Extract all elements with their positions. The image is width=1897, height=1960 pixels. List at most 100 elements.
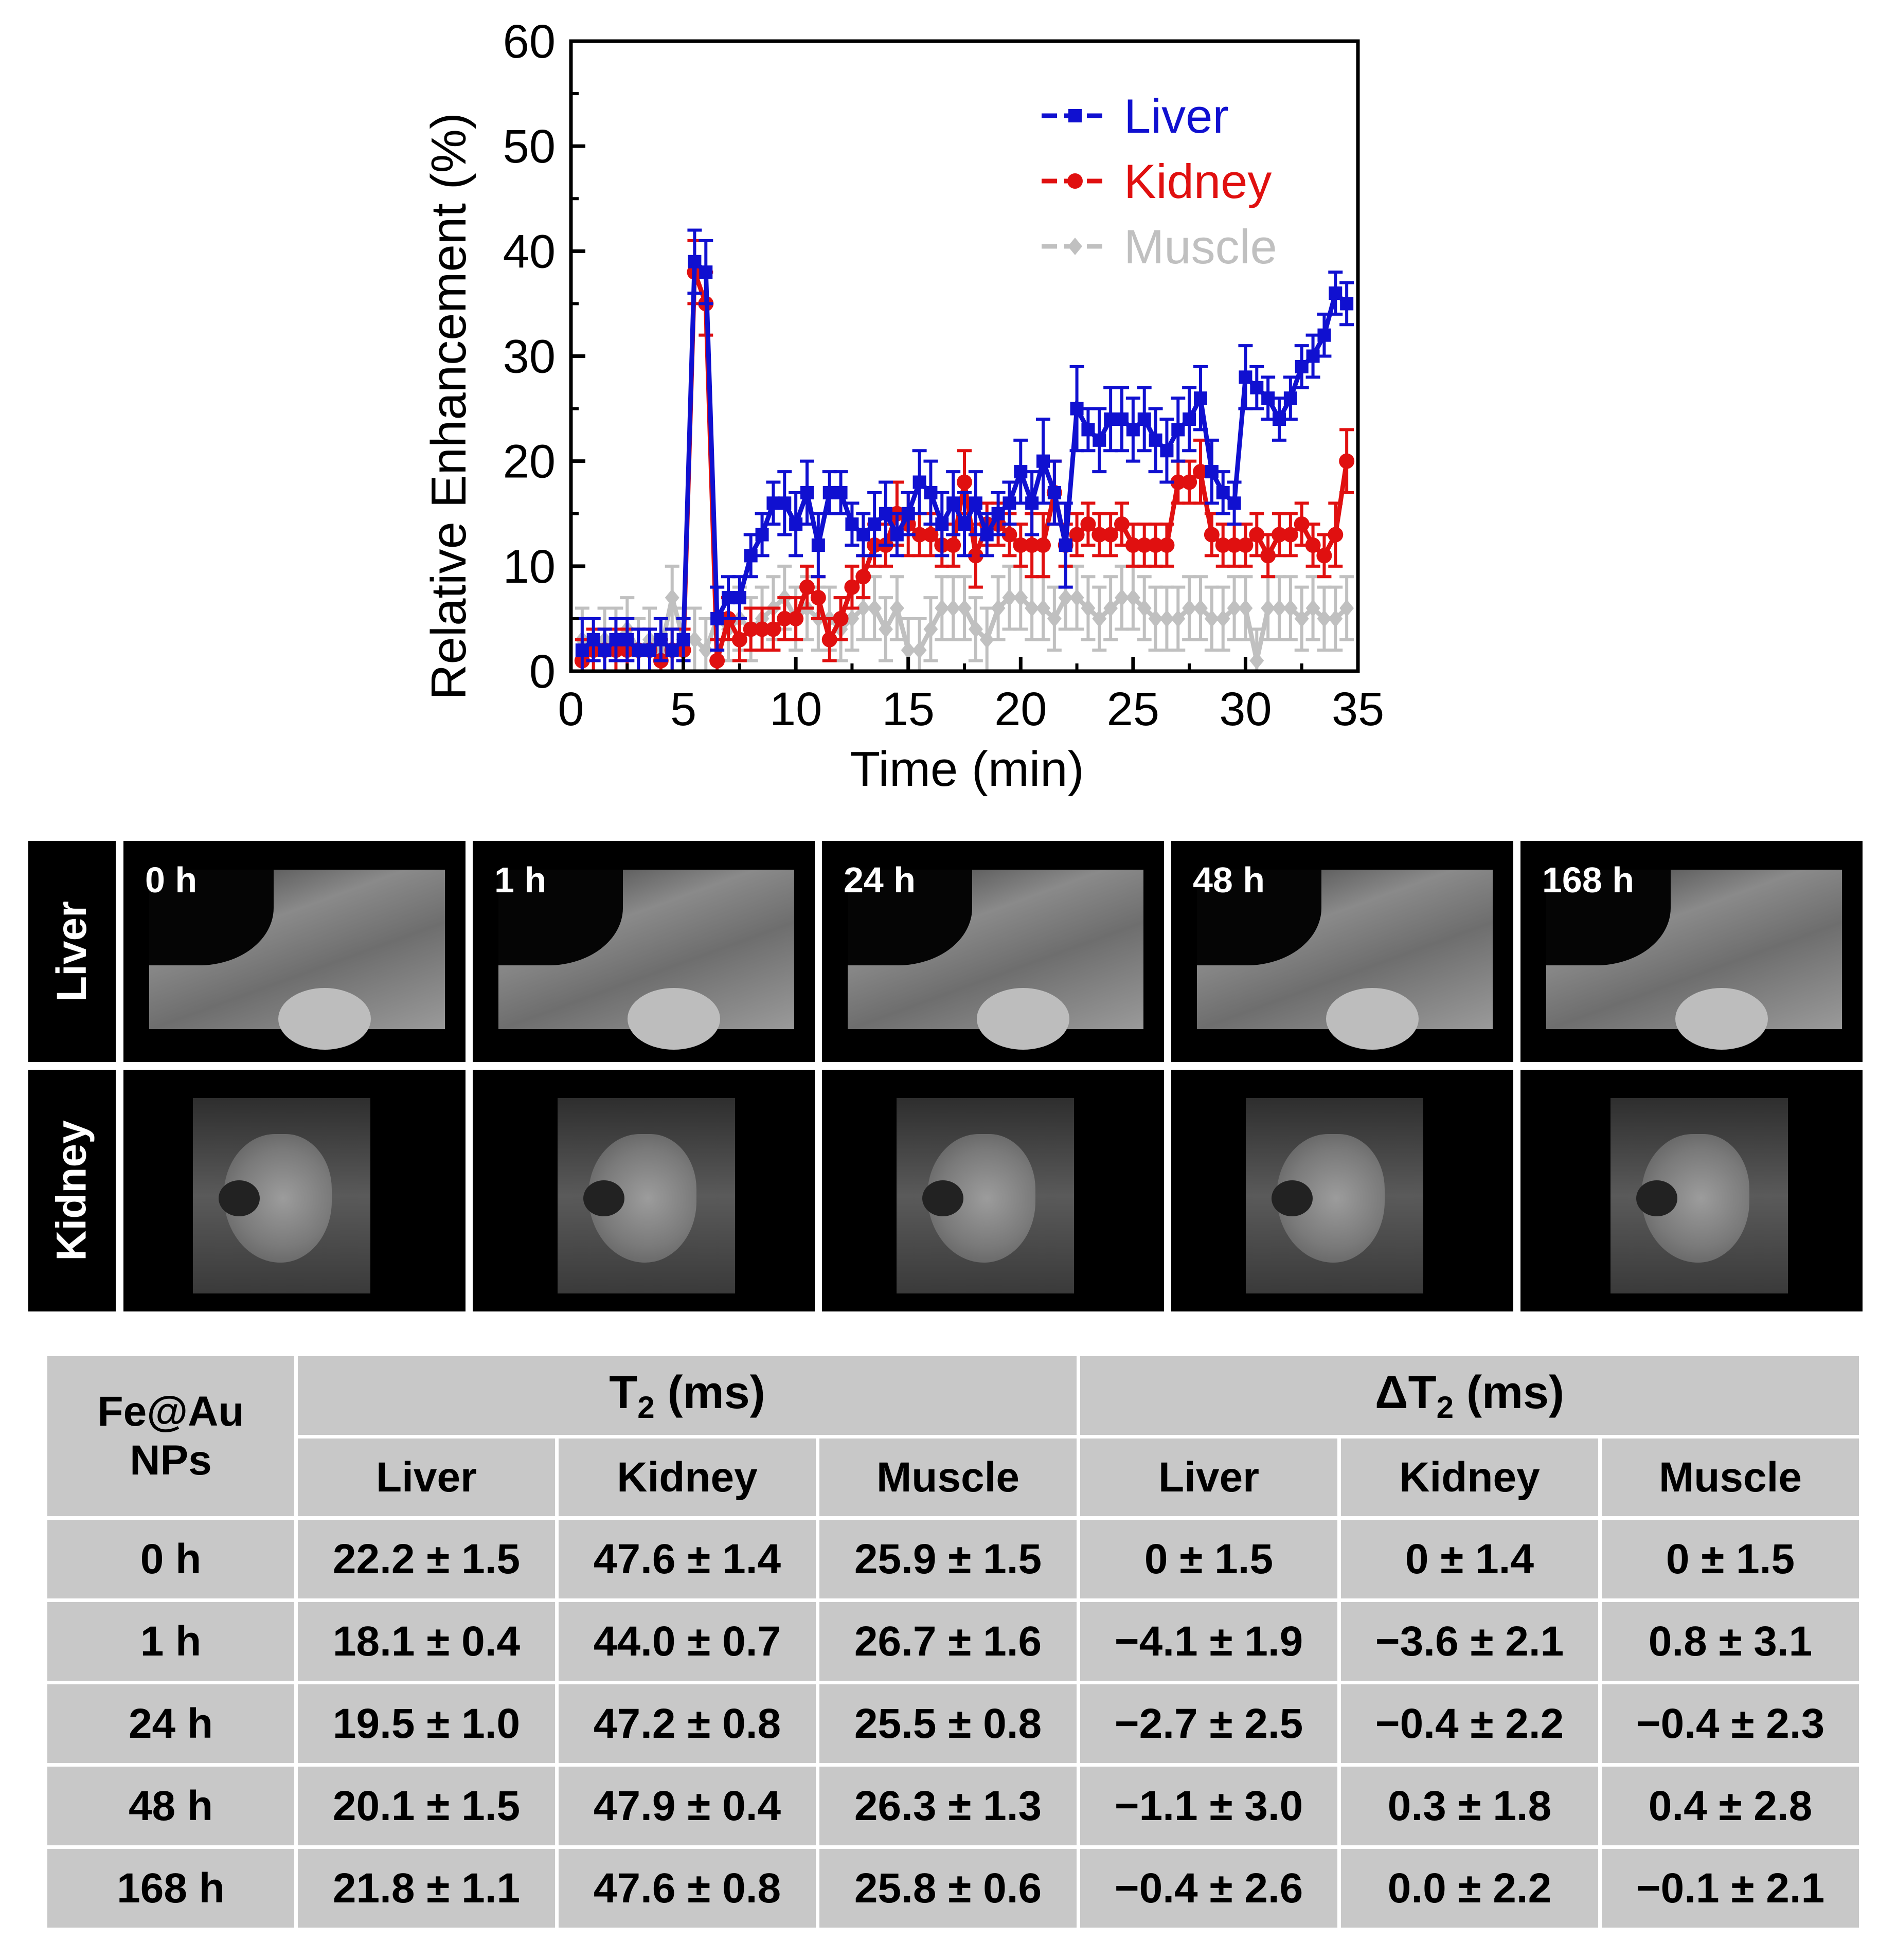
data-point <box>765 621 781 637</box>
data-point <box>1283 599 1298 617</box>
data-point <box>1002 589 1017 607</box>
kidney-scan <box>558 1098 735 1293</box>
data-point <box>1239 370 1252 384</box>
delta-t2-group-header: ΔT2 (ms) <box>1077 1353 1863 1438</box>
x-tick-label: 10 <box>769 683 822 735</box>
data-point <box>855 569 871 585</box>
data-point <box>1238 537 1254 553</box>
data-point <box>755 528 769 542</box>
data-point <box>991 599 1006 617</box>
data-point <box>1103 527 1119 543</box>
time-label: 24 h <box>844 860 916 900</box>
data-point <box>968 620 983 638</box>
liver-image-0: 0 h <box>123 841 466 1062</box>
column-header: Liver <box>1077 1435 1341 1520</box>
y-axis-label: Relative Enhancement (%) <box>421 113 476 700</box>
data-point <box>1294 516 1310 532</box>
liver-image-2: 24 h <box>822 841 1164 1062</box>
data-point <box>620 633 634 646</box>
data-point <box>699 641 713 659</box>
data-point <box>1215 537 1231 553</box>
row-header: 48 h <box>44 1763 298 1849</box>
data-point <box>1025 599 1040 617</box>
data-point <box>879 620 893 638</box>
data-point <box>1137 412 1151 426</box>
data-point <box>731 632 747 648</box>
x-tick-label: 30 <box>1219 683 1272 735</box>
data-point <box>1294 609 1309 627</box>
table-row: 168 h 21.8 ± 1.1 47.6 ± 0.8 25.8 ± 0.6 −0.4 … <box>44 1845 1863 1931</box>
table-corner-header: Fe@Au NPs <box>44 1353 298 1520</box>
data-point <box>1136 537 1152 553</box>
row-header: 168 h <box>44 1845 298 1931</box>
table-cell: 25.9 ± 1.5 <box>816 1516 1080 1602</box>
data-point <box>1238 599 1253 617</box>
data-point <box>777 610 793 626</box>
data-point <box>856 599 871 617</box>
liver-scan <box>498 870 794 1050</box>
data-point <box>1159 609 1174 627</box>
data-point <box>766 496 780 510</box>
data-point <box>1328 609 1343 627</box>
table-cell: 25.5 ± 0.8 <box>816 1681 1080 1767</box>
table-cell: 21.8 ± 1.1 <box>294 1845 559 1931</box>
kidney-image-3 <box>1171 1070 1513 1311</box>
table-cell: −4.1 ± 1.9 <box>1077 1598 1341 1684</box>
data-point <box>1115 412 1129 426</box>
table-cell: 19.5 ± 1.0 <box>294 1681 559 1767</box>
data-point <box>799 579 815 595</box>
data-point <box>1272 599 1286 617</box>
data-point <box>1114 516 1130 532</box>
table-row: 1 h 18.1 ± 0.4 44.0 ± 0.7 26.7 ± 1.6 −4.1 ± … <box>44 1598 1863 1684</box>
data-point <box>1013 589 1028 607</box>
t2-table: Fe@Au NPs T2 (ms) ΔT2 (ms) Liver Kidney Mu… <box>44 1353 1863 1931</box>
data-point <box>788 610 804 626</box>
data-point <box>1193 599 1208 617</box>
data-point <box>935 599 950 617</box>
table-cell: 44.0 ± 0.7 <box>555 1598 819 1684</box>
data-point <box>1125 589 1140 607</box>
x-tick-label: 5 <box>670 683 696 735</box>
data-point <box>833 610 849 626</box>
data-point <box>946 496 960 510</box>
data-point <box>1305 537 1321 553</box>
data-point <box>676 633 690 646</box>
data-point <box>867 599 882 617</box>
data-point <box>754 621 770 637</box>
data-point <box>722 591 735 605</box>
data-point <box>1295 359 1309 373</box>
t2-group-header: T2 (ms) <box>294 1353 1080 1438</box>
data-point <box>688 255 702 268</box>
data-point <box>1249 527 1265 543</box>
data-point <box>822 485 836 499</box>
data-point <box>945 537 961 553</box>
kidney-image-1 <box>473 1070 815 1311</box>
legend-marker <box>1067 173 1083 189</box>
data-point <box>1317 328 1331 342</box>
table-cell: 18.1 ± 0.4 <box>294 1598 559 1684</box>
data-point <box>1170 474 1186 490</box>
data-point <box>1272 527 1287 543</box>
data-point <box>1137 599 1152 617</box>
data-point <box>1215 609 1230 627</box>
data-point <box>1126 423 1140 437</box>
x-axis-label: Time (min) <box>850 742 1084 797</box>
data-point <box>1194 391 1207 405</box>
data-point <box>1104 412 1118 426</box>
data-point <box>979 631 994 649</box>
data-point <box>665 589 679 607</box>
time-label: 168 h <box>1542 860 1634 900</box>
data-point <box>1204 527 1220 543</box>
table-cell: −3.6 ± 2.1 <box>1337 1598 1602 1684</box>
time-label: 0 h <box>145 860 198 900</box>
x-tick-label: 25 <box>1107 683 1159 735</box>
data-point <box>911 527 927 543</box>
data-point <box>834 485 848 499</box>
mri-image-grid: Liver Kidney 0 h 1 h 24 h 48 h 168 h <box>28 841 1867 1311</box>
data-point <box>575 643 589 657</box>
column-header: Muscle <box>816 1435 1080 1520</box>
data-point <box>1226 537 1242 553</box>
data-point <box>958 517 971 531</box>
row-header: 24 h <box>44 1681 298 1767</box>
row-header: 1 h <box>44 1598 298 1684</box>
